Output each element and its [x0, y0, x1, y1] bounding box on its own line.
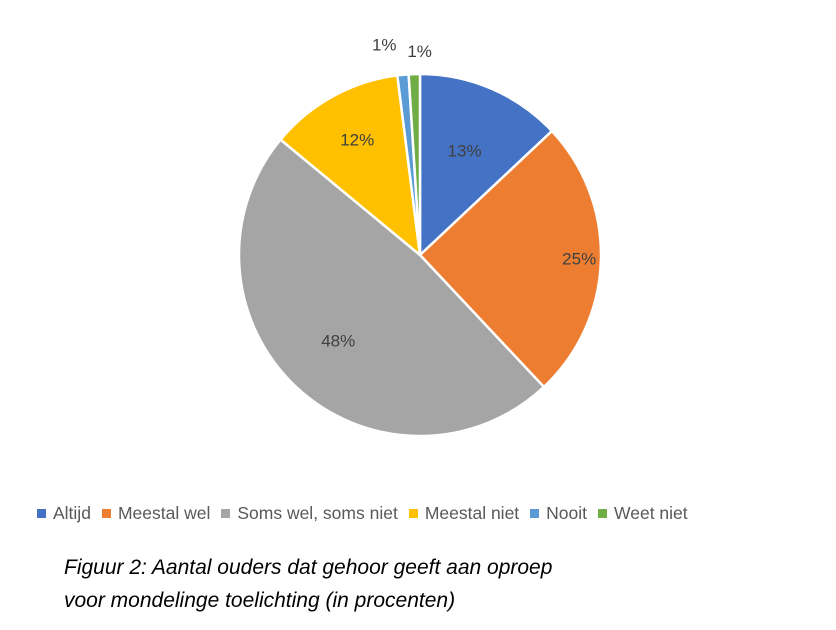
- legend-swatch: [37, 509, 46, 518]
- data-label-altijd: 13%: [448, 141, 482, 160]
- data-label-weet-niet: 1%: [407, 42, 432, 61]
- pie-slices: [237, 72, 603, 438]
- data-label-meestal-wel: 25%: [562, 249, 596, 268]
- legend-label: Altijd: [53, 503, 91, 523]
- pie-slice-meestal-wel: [418, 129, 603, 389]
- pie-labels: 13% 25% 48% 12% 1% 1%: [321, 35, 596, 350]
- chart-legend: Altijd Meestal wel Soms wel, soms niet Mees…: [37, 503, 699, 524]
- legend-label: Meestal wel: [117, 503, 211, 523]
- legend-label: Soms wel, soms niet: [237, 503, 398, 523]
- data-label-nooit: 1%: [372, 35, 397, 54]
- pie-slice-soms-wel-soms-niet: [237, 138, 546, 438]
- pie-slice-meestal-niet: [279, 74, 422, 257]
- legend-label: Nooit: [546, 503, 588, 523]
- data-label-meestal-niet: 12%: [340, 130, 374, 149]
- legend-item-soms-wel-soms-niet: Soms wel, soms niet: [221, 503, 398, 524]
- legend-label: Meestal niet: [424, 503, 520, 523]
- legend-item-nooit: Nooit: [530, 503, 587, 524]
- data-label-soms-wel-soms-niet: 48%: [321, 332, 355, 351]
- pie-chart: 13% 25% 48% 12% 1% 1%: [237, 35, 603, 438]
- legend-item-meestal-wel: Meestal wel: [101, 503, 211, 524]
- legend-item-weet-niet: Weet niet: [598, 503, 688, 524]
- legend-swatch: [598, 509, 608, 518]
- legend-swatch: [530, 509, 540, 518]
- caption-line-2: voor mondelinge toelichting (in procente…: [64, 589, 456, 612]
- legend-swatch: [101, 509, 111, 518]
- legend-swatch: [221, 509, 231, 518]
- legend-label: Weet niet: [614, 503, 688, 523]
- legend-swatch: [408, 509, 418, 518]
- legend-item-altijd: Altijd: [37, 503, 91, 524]
- figure-caption: Figuur 2: Aantal ouders dat gehoor geeft…: [64, 551, 552, 617]
- legend-item-meestal-niet: Meestal niet: [408, 503, 520, 524]
- pie-slice-altijd: [418, 72, 554, 257]
- pie-slice-weet-niet: [407, 72, 422, 257]
- caption-line-1: Figuur 2: Aantal ouders dat gehoor geeft…: [64, 556, 553, 579]
